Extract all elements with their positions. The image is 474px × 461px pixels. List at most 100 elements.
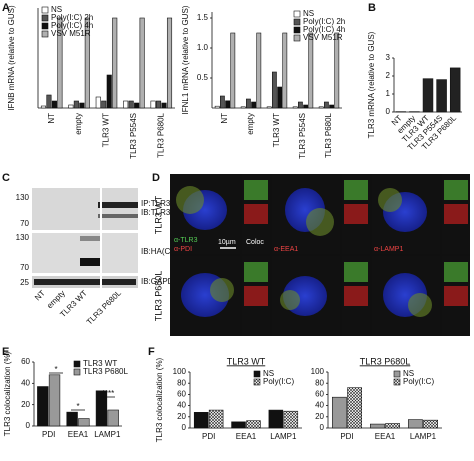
bar (156, 100, 162, 109)
microscopy: TLR3 WT TLR3 P680L α-TLR3 α-PDI α-EEA1 α… (153, 174, 470, 336)
bar (161, 102, 167, 109)
bar (84, 17, 90, 109)
legend-swatch (41, 6, 49, 14)
bar (436, 79, 447, 113)
bar (251, 101, 256, 109)
scale-label: 10µm (218, 239, 236, 246)
bar (271, 71, 277, 109)
bar (95, 390, 108, 427)
bar (79, 102, 85, 109)
bar (318, 106, 324, 109)
legend-swatch (293, 34, 301, 42)
x-tick-label: empty (246, 113, 255, 135)
legend-swatch (73, 368, 81, 376)
bar (73, 100, 79, 109)
x-tick-label: TLR3 P554S (298, 113, 307, 159)
x-tick-label: NT (220, 113, 229, 124)
legend-label: Poly(I:C) 4h (51, 21, 93, 30)
bar (230, 32, 236, 109)
row-label: TLR3 WT (153, 195, 163, 234)
panel-label: C (2, 172, 10, 184)
bar (46, 94, 52, 109)
y-tick-label: 100 (173, 367, 187, 376)
bar (246, 420, 261, 429)
size-marker: 70 (20, 263, 29, 272)
x-tick-label: EEA1 (375, 432, 396, 441)
bar (334, 32, 340, 109)
y-tick-label: 20 (177, 412, 186, 421)
legend-swatch (41, 14, 49, 22)
legend-label: TLR3 WT (83, 359, 117, 368)
legend-label: VSV M51R (51, 29, 91, 38)
y-tick-label: 60 (21, 357, 30, 366)
bar (369, 423, 385, 429)
panel-label: E (2, 346, 9, 358)
legend-label: Poly(I:C) 4h (303, 25, 345, 34)
legend-label: NS (303, 9, 314, 18)
stain-label: α-PDI (174, 246, 192, 253)
size-marker: 130 (16, 193, 30, 202)
x-tick-label: NT (47, 113, 56, 124)
bar (48, 374, 61, 427)
y-tick-label: 80 (315, 378, 324, 387)
panel-label: A (2, 2, 10, 14)
x-tick-label: PDI (202, 432, 215, 441)
bar (57, 17, 63, 109)
x-tick-label: EEA1 (68, 430, 89, 439)
significance-label: * (76, 402, 79, 411)
bar (220, 95, 225, 109)
bar (277, 86, 282, 109)
y-tick-label: 80 (177, 378, 186, 387)
legend-swatch (393, 370, 401, 378)
bar (449, 67, 461, 113)
legend-label: NS (263, 369, 274, 378)
legend-swatch (293, 26, 301, 34)
bar (423, 419, 438, 429)
lane-label: NT (33, 288, 47, 302)
x-tick-label: TLR3 WT (102, 113, 111, 147)
x-tick-label: LAMP1 (270, 432, 297, 441)
y-tick-label: 0 (182, 423, 187, 432)
blot-label: IP:TLR3(N) (141, 199, 182, 208)
legend-label: NS (403, 369, 414, 378)
bar (123, 100, 129, 109)
x-tick-label: TLR3 WT (272, 113, 281, 147)
y-axis-label: IFNB mRNA (relative to GUS) (7, 5, 16, 111)
y-tick-label: 1 (386, 89, 391, 98)
x-tick-label: TLR3 P680L (156, 112, 165, 157)
bar (347, 387, 362, 429)
bar (134, 102, 140, 109)
blot-label: IB:TLR3(N) (141, 208, 182, 217)
significance-label: * (54, 365, 57, 374)
y-axis-label: IFNL1 mRNA (relative to GUS) (181, 5, 190, 114)
bar (95, 96, 101, 109)
bar (303, 104, 308, 109)
y-axis-label: TLR3 colocalization (%) (155, 357, 164, 442)
y-tick-label: 20 (315, 412, 324, 421)
bar (240, 106, 246, 109)
stain-label: α-LAMP1 (374, 246, 403, 253)
bar (68, 104, 74, 109)
legend-swatch (393, 378, 401, 386)
panel-label: D (152, 172, 160, 184)
lane-label: TLR3 P680L (85, 288, 124, 327)
x-tick-label: empty (74, 113, 83, 135)
significance-label: **** (102, 389, 114, 398)
x-tick-label: PDI (42, 430, 55, 439)
stain-label: α-EEA1 (274, 246, 298, 253)
y-tick-label: 20 (21, 400, 30, 409)
bar (323, 101, 329, 109)
y-tick-label: 60 (315, 390, 324, 399)
bar (51, 100, 57, 109)
y-axis-label: TLR3 mRNA (relative to GUS) (367, 31, 376, 138)
legend-label: Poly(I:C) 2h (51, 13, 93, 22)
bar (329, 104, 334, 109)
bar (266, 106, 272, 109)
legend-swatch (293, 10, 301, 18)
y-tick-label: 0 (386, 107, 391, 116)
legend-label: Poly(I:C) (263, 377, 294, 386)
y-tick-label: 0.5 (197, 73, 209, 82)
panel-label: B (368, 2, 376, 14)
bar (208, 409, 224, 429)
